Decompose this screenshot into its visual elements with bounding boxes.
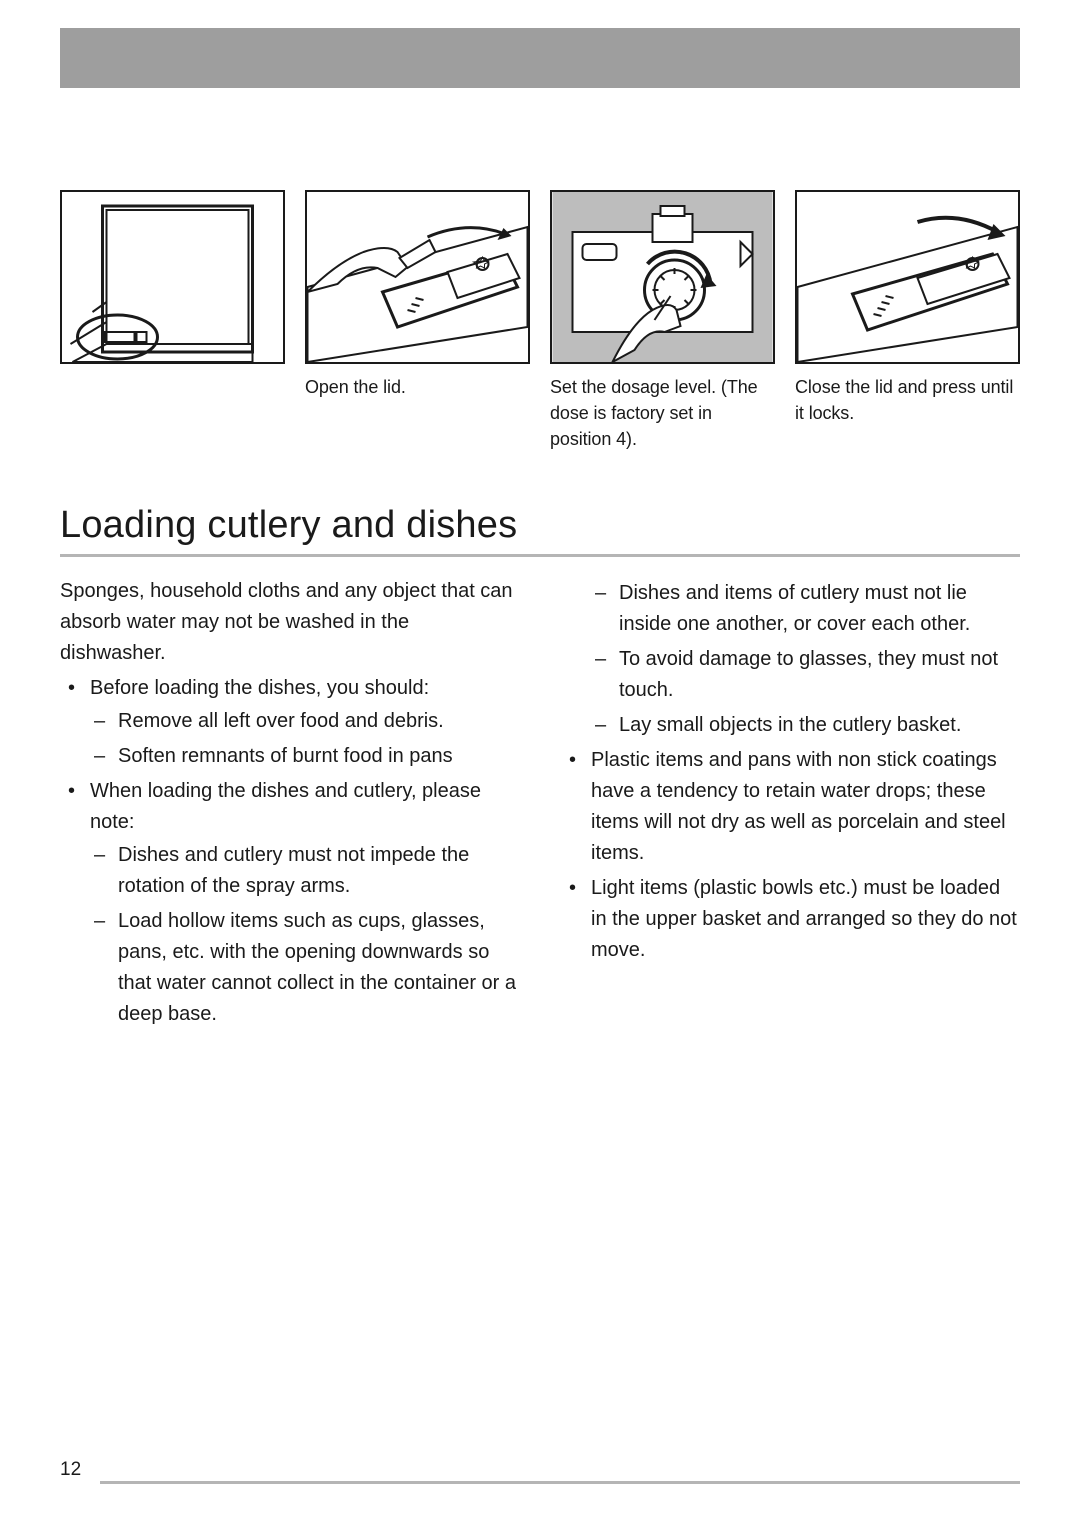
figure-4-caption: Close the lid and press until it locks. (795, 374, 1020, 426)
left-dash-2-1: Dishes and cutlery must not impede the r… (90, 840, 519, 902)
right-bullet-1: Plastic items and pans with non stick co… (561, 745, 1020, 869)
figure-2-image (305, 190, 530, 364)
right-bullet-2: Light items (plastic bowls etc.) must be… (561, 873, 1020, 966)
figure-2-caption: Open the lid. (305, 374, 530, 400)
body-columns: Sponges, household cloths and any object… (60, 576, 1020, 1034)
right-bullets: Plastic items and pans with non stick co… (561, 745, 1020, 966)
left-dash-1-1: Remove all left over food and debris. (90, 706, 519, 737)
figure-4: Close the lid and press until it locks. (795, 190, 1020, 452)
left-bullet-1: Before loading the dishes, you should: R… (60, 673, 519, 772)
header-banner (60, 28, 1020, 88)
figures-row: Open the lid. (60, 190, 1020, 452)
right-dash-3: Lay small objects in the cutlery basket. (591, 710, 1020, 741)
intro-text: Sponges, household cloths and any object… (60, 576, 519, 669)
section-title: Loading cutlery and dishes (60, 504, 517, 547)
figure-3-image (550, 190, 775, 364)
left-column: Sponges, household cloths and any object… (60, 576, 519, 1034)
figure-3-caption: Set the dosage level. (The dose is facto… (550, 374, 775, 452)
figure-4-image (795, 190, 1020, 364)
figure-3: Set the dosage level. (The dose is facto… (550, 190, 775, 452)
left-dash-1-2: Soften remnants of burnt food in pans (90, 741, 519, 772)
left-bullet-1-text: Before loading the dishes, you should: (90, 677, 429, 699)
left-bullet-1-sublist: Remove all left over food and debris. So… (90, 706, 519, 772)
left-bullets: Before loading the dishes, you should: R… (60, 673, 519, 1030)
left-bullet-2: When loading the dishes and cutlery, ple… (60, 776, 519, 1030)
left-dash-2-2: Load hollow items such as cups, glasses,… (90, 906, 519, 1030)
figure-1 (60, 190, 285, 452)
figure-1-image (60, 190, 285, 364)
section-rule (60, 554, 1020, 557)
right-lead-dashes: Dishes and items of cutlery must not lie… (561, 578, 1020, 741)
footer-rule (100, 1481, 1020, 1484)
figure-2: Open the lid. (305, 190, 530, 452)
left-bullet-2-sublist: Dishes and cutlery must not impede the r… (90, 840, 519, 1030)
right-dash-2: To avoid damage to glasses, they must no… (591, 644, 1020, 706)
left-bullet-2-text: When loading the dishes and cutlery, ple… (90, 780, 481, 833)
page-number: 12 (60, 1459, 81, 1481)
right-column: Dishes and items of cutlery must not lie… (561, 576, 1020, 1034)
right-dash-1: Dishes and items of cutlery must not lie… (591, 578, 1020, 640)
